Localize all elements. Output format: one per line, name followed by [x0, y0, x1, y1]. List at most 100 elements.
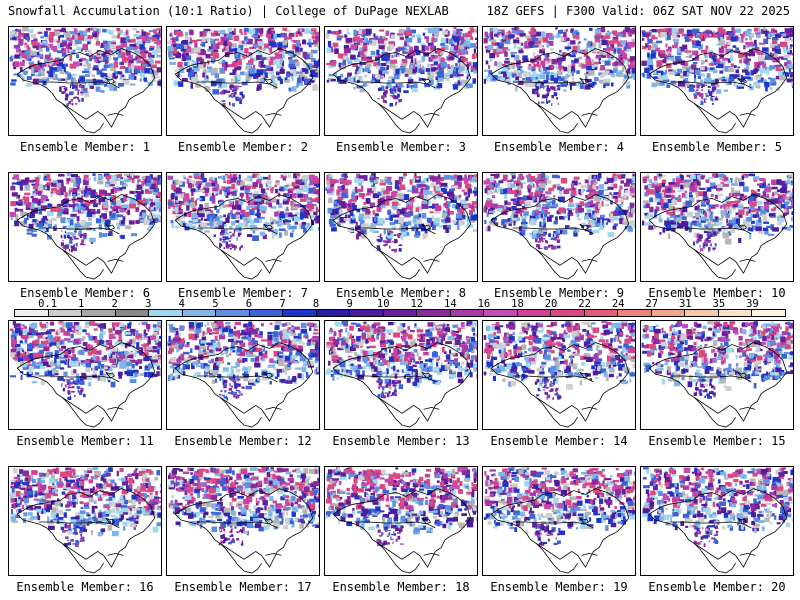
coastline — [490, 48, 630, 128]
us-canada-border — [38, 375, 120, 383]
colorbar-tick-label: 7 — [279, 298, 286, 310]
ensemble-map-9[interactable] — [482, 172, 636, 282]
colorbar-cell-16 — [551, 310, 585, 316]
mexico-coast — [62, 543, 104, 574]
ensemble-map-8[interactable] — [324, 172, 478, 282]
coastline — [648, 48, 788, 128]
great-lakes — [579, 371, 590, 379]
colorbar-tick-label: 39 — [746, 298, 759, 310]
coastline — [16, 48, 156, 128]
great-lakes — [737, 371, 748, 379]
snowfall-field — [167, 27, 319, 107]
cuba-outline — [265, 552, 282, 556]
coastline — [648, 342, 788, 422]
colorbar-tick-label: 6 — [245, 298, 253, 310]
snowfall-field — [325, 467, 477, 546]
coastline — [16, 342, 156, 422]
ensemble-member-label-4: Ensemble Member: 4 — [493, 140, 625, 154]
snowfall-field — [641, 27, 793, 106]
cuba-outline — [423, 258, 440, 262]
ensemble-map-12[interactable] — [166, 320, 320, 430]
colorbar-tick-label: 9 — [346, 298, 353, 310]
coastline — [648, 488, 788, 568]
us-canada-border — [38, 521, 120, 529]
ensemble-map-18[interactable] — [324, 466, 478, 576]
ensemble-member-label-10: Ensemble Member: 10 — [648, 286, 786, 300]
coastline — [332, 488, 472, 568]
ensemble-map-7[interactable] — [166, 172, 320, 282]
cuba-outline — [265, 406, 282, 410]
cuba-outline — [423, 112, 440, 116]
colorbar-tick-label: 12 — [410, 298, 424, 310]
snowfall-field — [167, 321, 319, 401]
ensemble-map-15[interactable] — [640, 320, 794, 430]
ensemble-member-label-14: Ensemble Member: 14 — [490, 434, 628, 448]
ensemble-map-16[interactable] — [8, 466, 162, 576]
ensemble-map-2[interactable] — [166, 26, 320, 136]
great-lakes — [421, 371, 432, 379]
coastline — [490, 488, 630, 568]
ensemble-map-6[interactable] — [8, 172, 162, 282]
colorbar-tick-label: 22 — [578, 298, 591, 310]
colorbar-cell-5 — [182, 310, 217, 316]
coastline — [332, 194, 472, 274]
cuba-outline — [107, 112, 124, 116]
cuba-outline — [107, 258, 124, 262]
snowfall-field — [9, 467, 161, 548]
us-canada-border — [38, 227, 120, 235]
snowfall-field — [642, 467, 793, 548]
ensemble-map-5[interactable] — [640, 26, 794, 136]
cuba-outline — [739, 258, 756, 262]
colorbar-cell-7 — [249, 310, 284, 316]
ensemble-map-19[interactable] — [482, 466, 636, 576]
model-run-info: 18Z GEFS | F300 Valid: 06Z SAT NOV 22 20… — [486, 4, 790, 18]
ensemble-map-20[interactable] — [640, 466, 794, 576]
great-lakes — [105, 371, 116, 379]
us-canada-border — [196, 521, 278, 529]
great-lakes — [737, 223, 748, 231]
ensemble-map-10[interactable] — [640, 172, 794, 282]
us-canada-border — [354, 375, 436, 383]
ensemble-map-3[interactable] — [324, 26, 478, 136]
great-lakes — [263, 517, 274, 525]
us-canada-border — [512, 227, 594, 235]
great-lakes — [421, 223, 432, 231]
us-canada-border — [354, 81, 436, 89]
colorbar-cell-17 — [584, 310, 619, 316]
colorbar-tick-label: 18 — [511, 298, 524, 310]
ensemble-map-13[interactable] — [324, 320, 478, 430]
mexico-coast — [220, 103, 262, 134]
colorbar-cell-9 — [316, 310, 351, 316]
great-lakes — [105, 77, 116, 85]
ensemble-member-label-20: Ensemble Member: 20 — [648, 580, 786, 594]
colorbar-tick-label: 3 — [145, 298, 152, 310]
ensemble-map-11[interactable] — [8, 320, 162, 430]
ensemble-map-1[interactable] — [8, 26, 162, 136]
cuba-outline — [265, 112, 282, 116]
colorbar-cell-1 — [48, 310, 83, 316]
cuba-outline — [423, 406, 440, 410]
colorbar-cell-10 — [350, 310, 384, 316]
mexico-coast — [378, 397, 420, 428]
coastline — [648, 194, 788, 274]
cuba-outline — [107, 552, 124, 556]
ensemble-map-17[interactable] — [166, 466, 320, 576]
colorbar-cell-8 — [283, 310, 317, 316]
us-canada-border — [670, 227, 752, 235]
mexico-coast — [536, 543, 578, 574]
ensemble-member-label-11: Ensemble Member: 11 — [16, 434, 154, 448]
ensemble-map-4[interactable] — [482, 26, 636, 136]
snowfall-colorbar — [14, 309, 786, 317]
colorbar-tick-label: 20 — [544, 298, 558, 310]
coastline — [332, 48, 472, 128]
ensemble-member-label-18: Ensemble Member: 18 — [332, 580, 470, 594]
great-lakes — [737, 517, 748, 525]
mexico-coast — [62, 249, 104, 280]
great-lakes — [579, 77, 590, 85]
great-lakes — [263, 371, 274, 379]
us-canada-border — [670, 375, 752, 383]
ensemble-map-14[interactable] — [482, 320, 636, 430]
ensemble-member-label-7: Ensemble Member: 7 — [177, 286, 309, 300]
great-lakes — [421, 517, 432, 525]
colorbar-cell-2 — [82, 310, 116, 316]
